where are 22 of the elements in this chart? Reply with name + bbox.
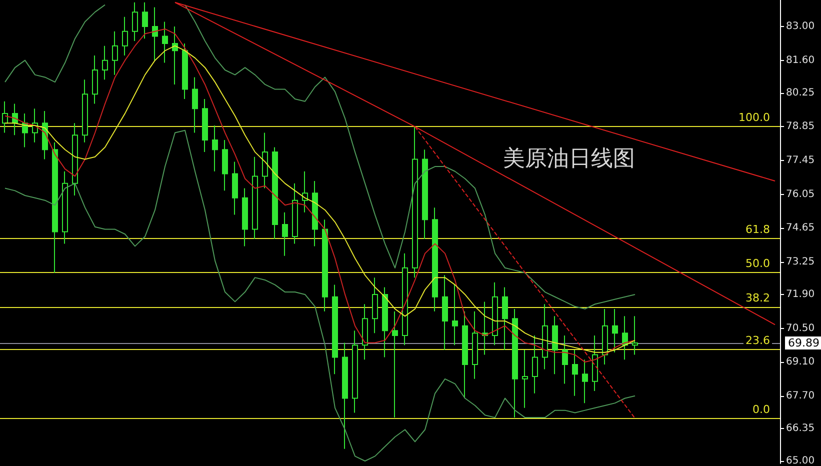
- y-tick-label: 81.60: [786, 54, 815, 66]
- ref-line-label: 69.89: [788, 336, 820, 350]
- y-tick-label: 76.05: [786, 188, 815, 200]
- y-tick-label: 71.90: [786, 288, 815, 300]
- y-tick-label: 70.50: [786, 322, 815, 334]
- annotation: 0.0: [752, 402, 770, 416]
- annotation: 61.8: [746, 222, 770, 236]
- annotation: 100.0: [738, 111, 770, 124]
- y-tick-label: 80.25: [786, 87, 815, 98]
- y-tick-label: 67.70: [786, 390, 815, 402]
- annotation: 50.0: [746, 256, 770, 270]
- y-tick-label: 77.45: [786, 155, 815, 166]
- annotation: 23.6: [746, 334, 770, 347]
- y-tick-label: 66.35: [786, 422, 815, 434]
- text: 美原油日线图: [503, 146, 635, 172]
- y-tick-label: 65.00: [786, 456, 815, 466]
- y-tick-label: 83.00: [786, 21, 815, 32]
- y-tick-label: 78.85: [786, 121, 815, 132]
- y-tick-label: 73.25: [786, 256, 815, 268]
- y-tick-label: 74.65: [786, 222, 815, 234]
- y-tick-label: 69.10: [786, 356, 815, 368]
- annotation: 38.2: [746, 292, 770, 305]
